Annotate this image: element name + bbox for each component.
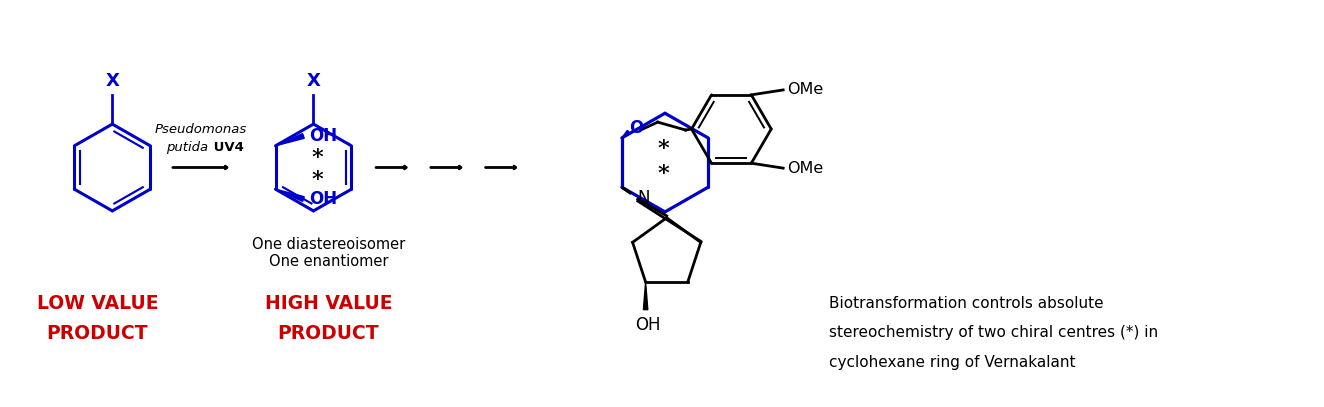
Text: putida: putida [166, 141, 208, 154]
Text: O: O [629, 119, 643, 137]
Text: stereochemistry of two chiral centres (*) in: stereochemistry of two chiral centres (*… [829, 325, 1158, 340]
Polygon shape [275, 189, 305, 201]
Text: OMe: OMe [788, 83, 824, 97]
Text: *: * [311, 147, 323, 168]
Polygon shape [622, 130, 630, 138]
Text: OH: OH [310, 127, 338, 145]
Text: OH: OH [310, 190, 338, 208]
Text: PRODUCT: PRODUCT [278, 324, 379, 343]
Text: X: X [307, 72, 320, 90]
Text: OH: OH [634, 315, 661, 334]
Text: UV4: UV4 [209, 141, 244, 154]
Text: N: N [638, 189, 650, 207]
Text: One enantiomer: One enantiomer [269, 254, 388, 269]
Text: PRODUCT: PRODUCT [46, 324, 148, 343]
Text: LOW VALUE: LOW VALUE [37, 294, 158, 313]
Text: Biotransformation controls absolute: Biotransformation controls absolute [829, 296, 1104, 311]
Text: Pseudomonas: Pseudomonas [155, 123, 248, 136]
Text: *: * [657, 138, 669, 160]
Text: *: * [657, 163, 669, 186]
Text: One diastereoisomer: One diastereoisomer [252, 236, 405, 252]
Text: OMe: OMe [788, 161, 824, 176]
Polygon shape [643, 282, 647, 310]
Polygon shape [275, 133, 305, 146]
Text: X: X [106, 72, 119, 90]
Text: *: * [311, 169, 323, 191]
Text: cyclohexane ring of Vernakalant: cyclohexane ring of Vernakalant [829, 355, 1076, 370]
Text: HIGH VALUE: HIGH VALUE [265, 294, 392, 313]
